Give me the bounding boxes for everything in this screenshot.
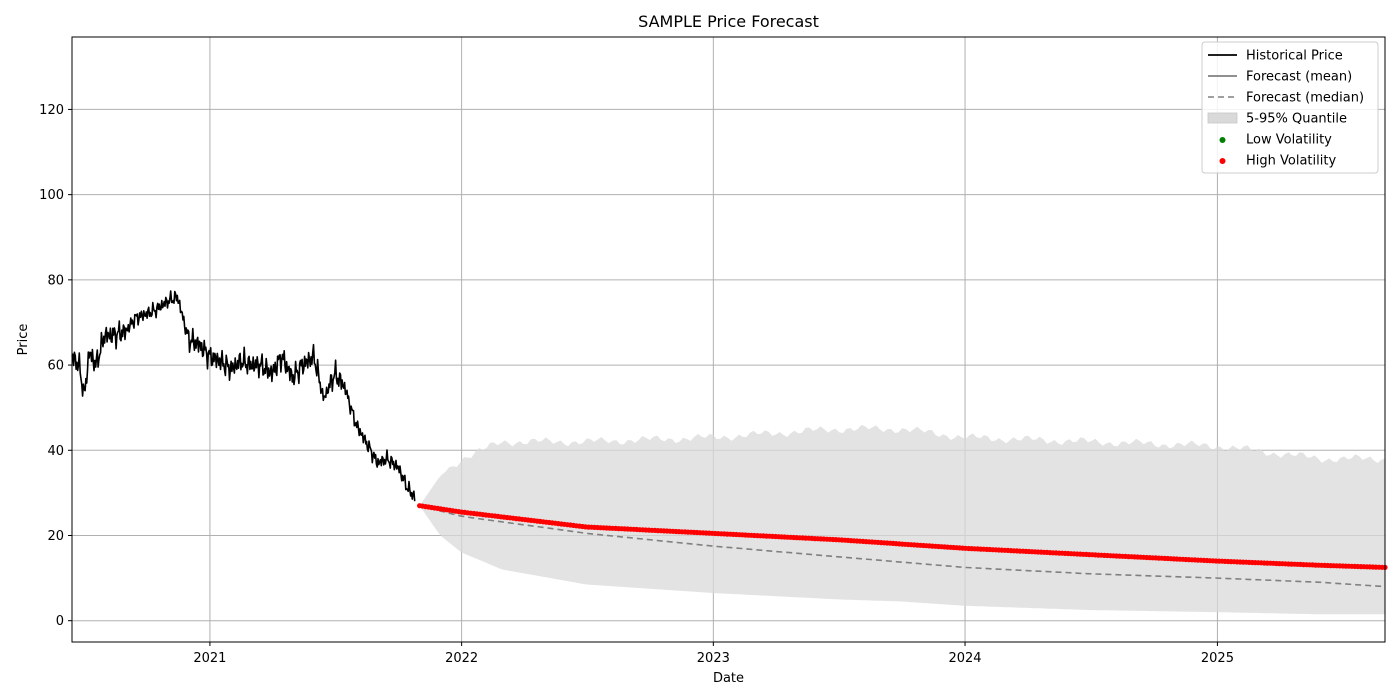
quantile-band-layer xyxy=(419,424,1386,615)
y-axis-title: Price xyxy=(16,324,31,356)
y-axis-ticks: 0 20 40 60 80 100 120 xyxy=(39,103,72,629)
legend-label: 5-95% Quantile xyxy=(1246,112,1347,127)
legend-label: High Volatility xyxy=(1246,154,1336,169)
y-tick-label: 120 xyxy=(39,103,64,118)
forecast-median-line xyxy=(419,504,1386,588)
plot-frame xyxy=(71,36,1386,643)
x-tick-label: 2023 xyxy=(697,651,730,666)
historical-price-line xyxy=(71,290,416,502)
x-tick-label: 2022 xyxy=(445,651,478,666)
legend-label: Low Volatility xyxy=(1246,133,1332,148)
x-tick-label: 2025 xyxy=(1201,651,1234,666)
x-axis-ticks: 2021 2022 2023 2024 2025 xyxy=(193,642,1234,666)
y-tick-label: 100 xyxy=(39,188,64,203)
x-tick-label: 2024 xyxy=(948,651,981,666)
y-tick-label: 60 xyxy=(47,359,64,374)
legend-label: Historical Price xyxy=(1246,49,1343,64)
y-tick-label: 0 xyxy=(56,614,64,629)
volatility-markers-layer xyxy=(417,503,1388,571)
legend-label: Forecast (mean) xyxy=(1246,70,1352,85)
legend-swatch-dot xyxy=(1219,137,1226,143)
legend-swatch-patch xyxy=(1207,112,1238,124)
legend-box xyxy=(1201,41,1379,174)
legend-swatch-dot xyxy=(1219,158,1226,164)
y-tick-label: 80 xyxy=(47,273,64,288)
legend: Historical Price Forecast (mean) Forecast … xyxy=(1201,41,1379,174)
legend-label: Forecast (median) xyxy=(1246,91,1364,106)
x-tick-label: 2021 xyxy=(193,651,226,666)
y-tick-label: 40 xyxy=(47,444,64,459)
quantile-band xyxy=(419,424,1386,615)
chart-title: SAMPLE Price Forecast xyxy=(638,12,819,31)
y-tick-label: 20 xyxy=(47,529,64,544)
x-axis-title: Date xyxy=(713,671,744,686)
